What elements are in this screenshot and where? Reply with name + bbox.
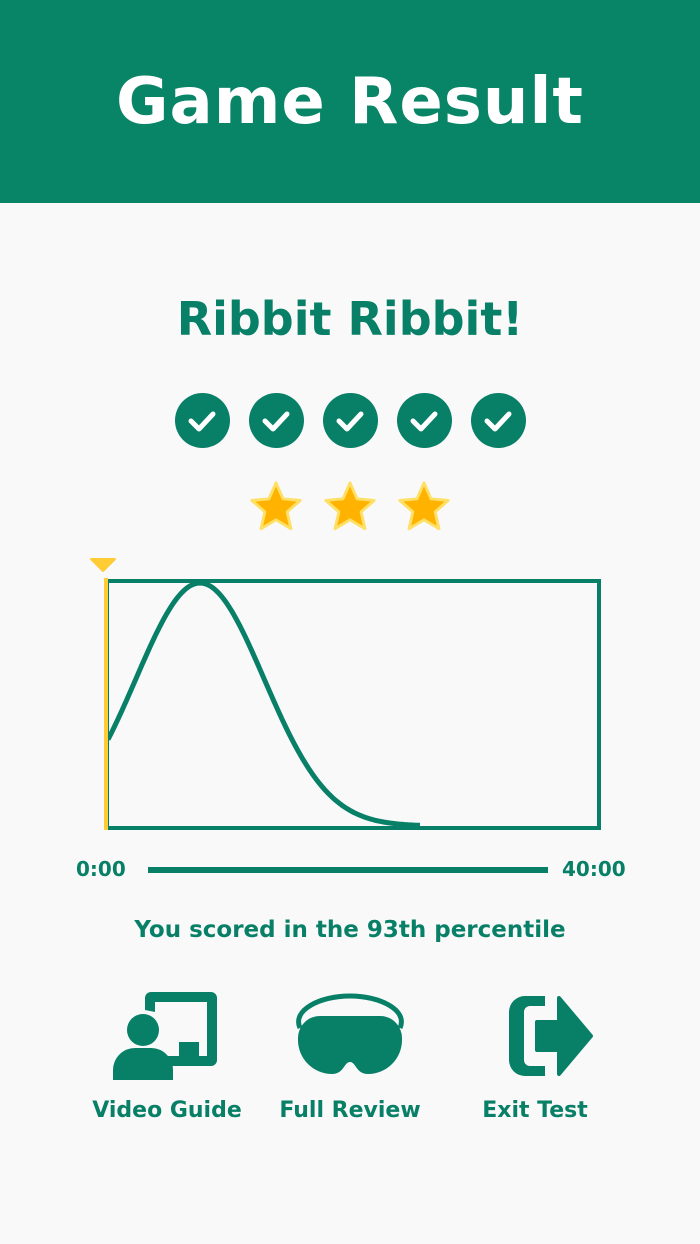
star-icon bbox=[250, 481, 302, 531]
exit-test-label: Exit Test bbox=[482, 1098, 588, 1123]
video-guide-label: Video Guide bbox=[92, 1098, 242, 1123]
header: Game Result bbox=[0, 0, 700, 203]
checks-row bbox=[0, 393, 700, 448]
check-circle-icon bbox=[174, 393, 230, 448]
presentation-icon bbox=[113, 992, 217, 1080]
check-circle-icon bbox=[396, 393, 452, 448]
percentile-text: You scored in the 93th percentile bbox=[134, 917, 566, 943]
timeline-end-label: 40:00 bbox=[562, 857, 626, 881]
result-message: Ribbit Ribbit! bbox=[176, 292, 524, 346]
check-circle-icon bbox=[248, 393, 304, 448]
full-review-label: Full Review bbox=[279, 1098, 421, 1123]
distribution-curve bbox=[105, 580, 420, 828]
star-icon bbox=[398, 481, 450, 531]
time-marker-handle[interactable] bbox=[90, 558, 116, 572]
timeline-start-label: 0:00 bbox=[76, 857, 126, 881]
star-icon bbox=[324, 481, 376, 531]
check-circle-icon bbox=[470, 393, 526, 448]
check-circle-icon bbox=[322, 393, 378, 448]
timeline-track[interactable] bbox=[148, 867, 548, 873]
distribution-graph bbox=[90, 558, 601, 830]
exit-icon bbox=[509, 996, 593, 1076]
graph-frame bbox=[105, 579, 601, 830]
page-title: Game Result bbox=[116, 64, 584, 139]
vr-headset-icon bbox=[296, 993, 404, 1074]
exit-test-button[interactable]: Exit Test bbox=[445, 990, 625, 1123]
full-review-button[interactable]: Full Review bbox=[260, 990, 440, 1123]
stars-row bbox=[0, 478, 700, 536]
video-guide-button[interactable]: Video Guide bbox=[77, 990, 257, 1123]
